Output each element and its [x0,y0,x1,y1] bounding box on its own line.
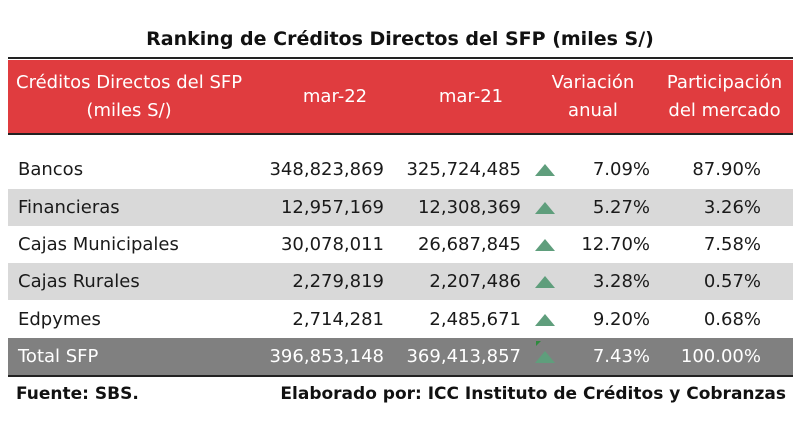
row-name: Cajas Rurales [18,271,140,292]
arrow-up-icon [535,202,555,214]
header-col-mar22: mar-22 [302,85,368,107]
row-variacion: 7.09% [592,159,650,180]
table-row: Bancos 348,823,869 325,724,485 7.09% 87.… [8,151,793,188]
arrow-up-icon [535,351,555,363]
table-header: Créditos Directos del SFP (miles S/) mar… [8,60,793,133]
row-mar21: 2,207,486 [429,271,521,292]
credit-note: Elaborado por: ICC Instituto de Créditos… [280,384,786,404]
header-name-line2: (miles S/) [86,99,172,121]
row-name: Financieras [18,197,120,218]
header-col-name: Créditos Directos del SFP (miles S/) [8,60,286,133]
row-name: Cajas Municipales [18,234,179,255]
row-mar21: 26,687,845 [417,234,521,255]
top-rule [8,57,793,59]
cell-marker-icon [536,341,541,346]
bottom-rule [8,375,793,377]
row-participacion: 0.57% [703,271,761,292]
table-row: Cajas Municipales 30,078,011 26,687,845 … [8,226,793,263]
table-row: Cajas Rurales 2,279,819 2,207,486 3.28% … [8,263,793,300]
row-mar22: 396,853,148 [269,346,384,367]
row-name: Edpymes [18,309,101,330]
row-variacion: 9.20% [592,309,650,330]
row-variacion: 3.28% [592,271,650,292]
row-mar22: 2,279,819 [292,271,384,292]
source-note: Fuente: SBS. [16,384,139,404]
row-mar21: 369,413,857 [406,346,521,367]
header-col-variacion: Variación anual [528,60,658,133]
row-mar21: 325,724,485 [406,159,521,180]
header-bottom-rule [8,133,793,135]
arrow-up-icon [535,314,555,326]
row-mar22: 2,714,281 [292,309,384,330]
table-row: Edpymes 2,714,281 2,485,671 9.20% 0.68% [8,301,793,338]
row-name: Total SFP [18,346,99,367]
row-participacion: 7.58% [703,234,761,255]
row-name: Bancos [18,159,84,180]
header-var-line1: Variación [551,71,635,93]
arrow-up-icon [535,276,555,288]
row-variacion: 12.70% [581,234,650,255]
row-mar22: 12,957,169 [280,197,384,218]
header-part-line2: del mercado [668,99,781,121]
row-variacion: 5.27% [592,197,650,218]
row-participacion: 100.00% [680,346,761,367]
table-row-total: Total SFP 396,853,148 369,413,857 7.43% … [8,338,793,375]
row-mar22: 30,078,011 [280,234,384,255]
arrow-up-icon [535,164,555,176]
header-col-participacion: Participación del mercado [656,60,793,133]
header-part-line1: Participación [666,71,783,93]
arrow-up-icon [535,239,555,251]
header-col-mar21: mar-21 [438,85,504,107]
table-row: Financieras 12,957,169 12,308,369 5.27% … [8,189,793,226]
row-mar22: 348,823,869 [269,159,384,180]
header-var-line2: anual [568,99,618,121]
table-title: Ranking de Créditos Directos del SFP (mi… [146,28,654,50]
header-name-line1: Créditos Directos del SFP [16,71,243,93]
row-participacion: 87.90% [692,159,761,180]
row-variacion: 7.43% [592,346,650,367]
row-mar21: 12,308,369 [417,197,521,218]
row-participacion: 3.26% [703,197,761,218]
row-participacion: 0.68% [703,309,761,330]
row-mar21: 2,485,671 [429,309,521,330]
